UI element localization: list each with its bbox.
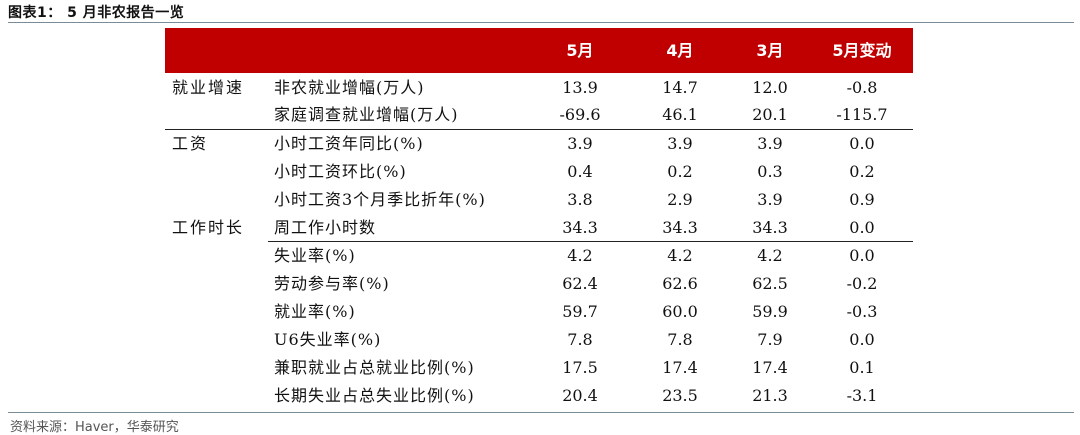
table-cell: 0.0 xyxy=(849,330,875,349)
row-label: 家庭调查就业增幅(万人) xyxy=(274,105,459,124)
table-cell: 4.2 xyxy=(667,246,693,265)
row-label: 小时工资年同比(%) xyxy=(274,134,424,153)
row-label: U6失业率(%) xyxy=(274,330,382,349)
table-cell: -0.2 xyxy=(846,274,878,293)
header-may-change: 5月变动 xyxy=(832,41,892,60)
table-cell: 3.9 xyxy=(757,190,783,209)
bottom-rule xyxy=(8,412,1074,413)
figure-title: 图表1： 5 月非农报告一览 xyxy=(8,5,185,21)
table-cell: 3.9 xyxy=(667,134,693,153)
table-cell: 7.9 xyxy=(757,330,783,349)
table-cell: 17.5 xyxy=(562,358,598,377)
category-wages: 工资 xyxy=(172,134,209,153)
table-cell: 12.0 xyxy=(752,78,788,97)
table-cell: 23.5 xyxy=(662,386,698,405)
table-cell: 0.1 xyxy=(849,358,875,377)
table-cell: 20.1 xyxy=(752,105,788,124)
table-cell: 0.2 xyxy=(667,162,693,181)
table-cell: 0.0 xyxy=(849,246,875,265)
table-cell: 0.9 xyxy=(849,190,875,209)
table-cell: 2.9 xyxy=(667,190,693,209)
table-cell: 7.8 xyxy=(667,330,693,349)
table-cell: 17.4 xyxy=(662,358,698,377)
row-label: 就业率(%) xyxy=(274,302,356,321)
row-label: 失业率(%) xyxy=(274,246,356,265)
table-cell: 34.3 xyxy=(752,218,788,237)
row-label: 小时工资环比(%) xyxy=(274,162,407,181)
table-cell: 34.3 xyxy=(562,218,598,237)
source-note: 资料来源：Haver，华泰研究 xyxy=(10,420,179,435)
table-cell: 20.4 xyxy=(562,386,598,405)
table-cell: -0.3 xyxy=(846,302,878,321)
table-cell: -69.6 xyxy=(559,105,601,124)
group-separator xyxy=(165,129,913,130)
table-cell: 60.0 xyxy=(662,302,698,321)
row-label: 小时工资3个月季比折年(%) xyxy=(274,190,486,209)
table-cell: 34.3 xyxy=(662,218,698,237)
table-cell: 17.4 xyxy=(752,358,788,377)
table-cell: 13.9 xyxy=(562,78,598,97)
table-cell: 62.4 xyxy=(562,274,598,293)
table-cell: 0.0 xyxy=(849,134,875,153)
row-label: 长期失业占总失业比例(%) xyxy=(274,386,475,405)
table-header-band xyxy=(165,28,913,73)
table-cell: -3.1 xyxy=(846,386,878,405)
row-label: 劳动参与率(%) xyxy=(274,274,390,293)
table-cell: 14.7 xyxy=(662,78,698,97)
table-cell: 59.9 xyxy=(752,302,788,321)
table-cell: 0.0 xyxy=(849,218,875,237)
table-cell: 4.2 xyxy=(757,246,783,265)
row-label: 兼职就业占总就业比例(%) xyxy=(274,358,475,377)
table-cell: 21.3 xyxy=(752,386,788,405)
table-cell: 0.3 xyxy=(757,162,783,181)
table-cell: 59.7 xyxy=(562,302,598,321)
table-cell: -0.8 xyxy=(846,78,878,97)
table-cell: 62.6 xyxy=(662,274,698,293)
table-cell: 0.2 xyxy=(849,162,875,181)
header-april: 4月 xyxy=(666,41,694,60)
top-rule xyxy=(8,22,1074,23)
table-cell: 3.9 xyxy=(567,134,593,153)
table-cell: 0.4 xyxy=(567,162,593,181)
header-march: 3月 xyxy=(756,41,784,60)
row-label: 非农就业增幅(万人) xyxy=(274,78,425,97)
group-separator xyxy=(268,241,913,242)
table-cell: 4.2 xyxy=(567,246,593,265)
table-cell: 3.9 xyxy=(757,134,783,153)
category-working-hours: 工作时长 xyxy=(172,218,245,237)
table-cell: 46.1 xyxy=(662,105,698,124)
table-cell: 7.8 xyxy=(567,330,593,349)
header-may: 5月 xyxy=(566,41,594,60)
table-cell: 3.8 xyxy=(567,190,593,209)
table-cell: -115.7 xyxy=(836,105,888,124)
category-employment-growth: 就业增速 xyxy=(172,78,245,97)
table-cell: 62.5 xyxy=(752,274,788,293)
row-label: 周工作小时数 xyxy=(274,218,377,237)
